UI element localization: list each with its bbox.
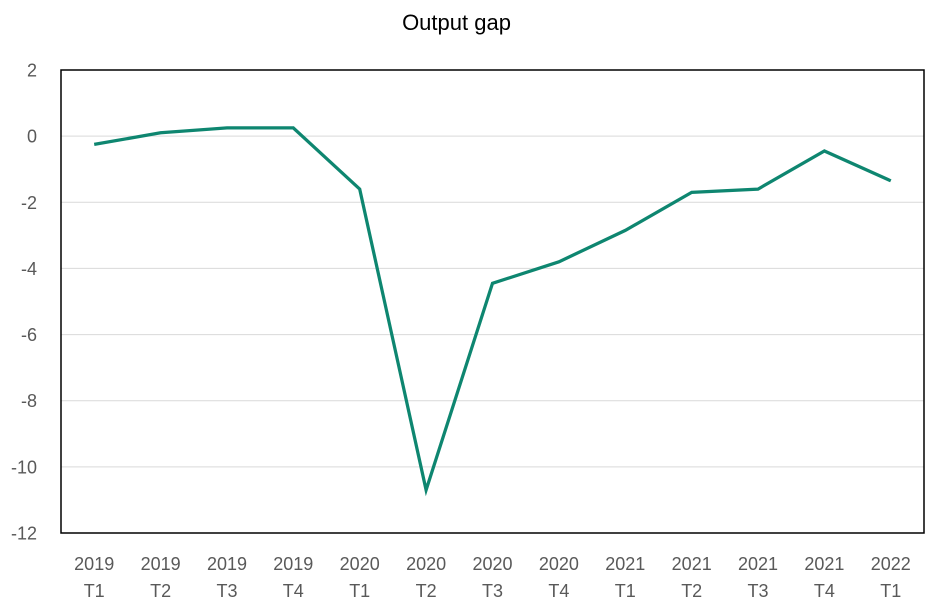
y-axis-tick-label: -4 (21, 259, 37, 279)
x-axis-tick-label: 2022 T1 (871, 554, 911, 601)
y-axis-tick-label: -6 (21, 325, 37, 345)
x-axis-tick-label: 2019 T3 (207, 554, 247, 601)
x-axis-tick-label: 2021 T3 (738, 554, 778, 601)
x-axis-tick-label: 2021 T2 (672, 554, 712, 601)
x-axis-tick-label: 2020 T1 (340, 554, 380, 601)
y-axis-tick-label: -10 (11, 457, 37, 477)
x-axis-tick-label: 2021 T4 (804, 554, 844, 601)
y-axis-tick-label: -2 (21, 193, 37, 213)
x-axis-tick-label: 2021 T1 (605, 554, 645, 601)
x-axis-tick-label: 2019 T4 (273, 554, 313, 601)
plot-border (60, 69, 925, 534)
x-axis-tick-label: 2020 T3 (472, 554, 512, 601)
x-axis-tick-label: 2020 T4 (539, 554, 579, 601)
y-axis-tick-label: -8 (21, 391, 37, 411)
y-axis-tick-label: 2 (27, 61, 37, 81)
y-axis-tick-label: -12 (11, 524, 37, 544)
y-axis-tick-label: 0 (27, 127, 37, 147)
x-axis-tick-label: 2019 T1 (74, 554, 114, 601)
x-axis-tick-label: 2020 T2 (406, 554, 446, 601)
x-axis-tick-label: 2019 T2 (141, 554, 181, 601)
output-gap-line (93, 126, 892, 497)
chart-title: Output gap (402, 10, 511, 35)
